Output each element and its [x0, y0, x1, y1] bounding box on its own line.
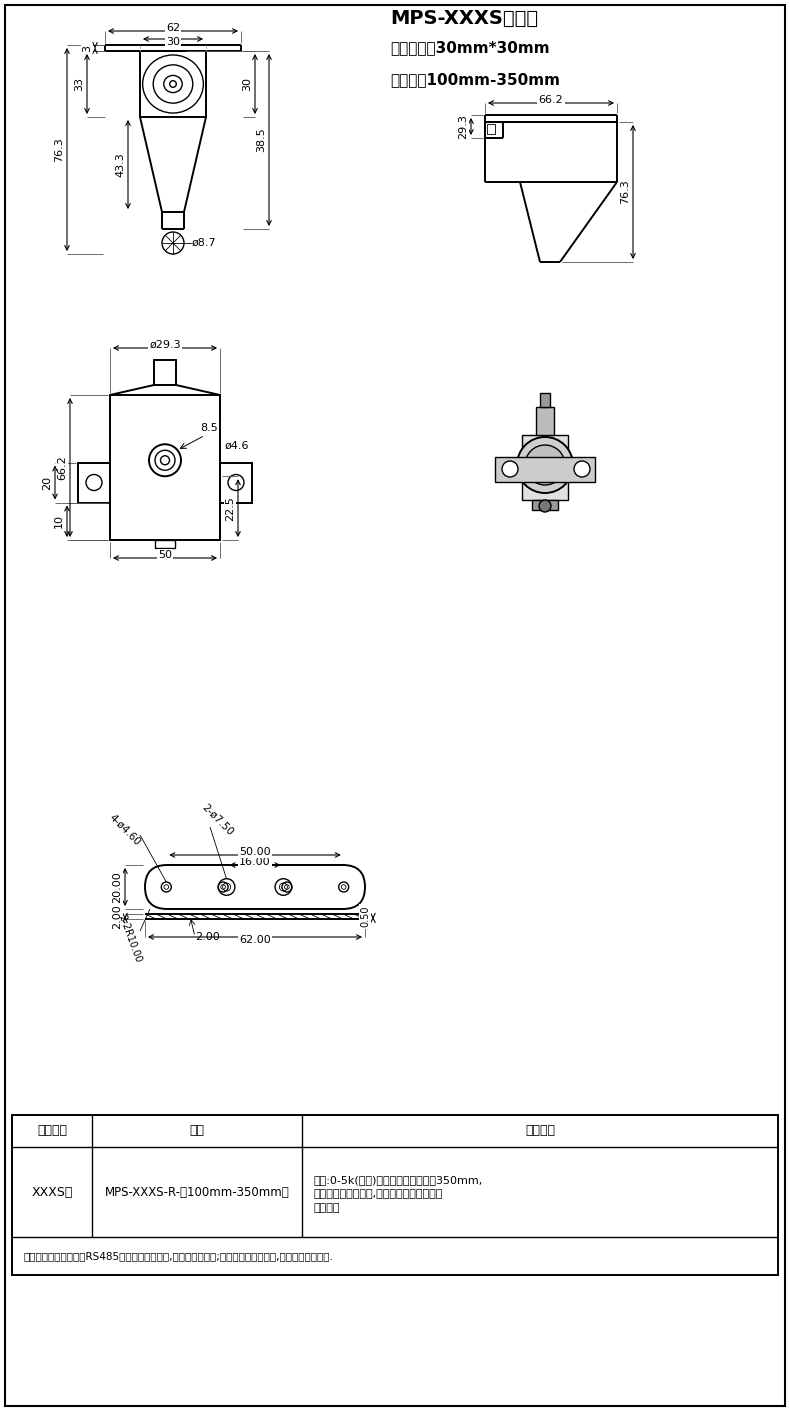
Bar: [220, 463, 252, 502]
Text: 输出方式: 输出方式: [525, 1125, 555, 1137]
Text: MPS-XXXS拉绳尺: MPS-XXXS拉绳尺: [390, 8, 538, 27]
Text: 产品系列: 产品系列: [37, 1125, 67, 1137]
Bar: [532, 499, 558, 509]
Text: 10: 10: [54, 514, 64, 528]
Text: 3: 3: [82, 45, 92, 51]
Bar: [495, 457, 595, 483]
Text: 4-ø4.60: 4-ø4.60: [107, 813, 143, 848]
Bar: [522, 435, 568, 499]
Text: 2-ø7.50: 2-ø7.50: [200, 803, 235, 838]
Text: 16.00: 16.00: [239, 856, 271, 866]
Text: 2.00: 2.00: [112, 904, 122, 928]
Text: 30: 30: [166, 37, 180, 47]
Text: 62.00: 62.00: [239, 935, 271, 945]
Text: 66.2: 66.2: [57, 456, 67, 480]
Circle shape: [502, 461, 518, 477]
Circle shape: [539, 459, 551, 471]
Text: 模块实现: 模块实现: [314, 1204, 340, 1213]
Text: ø4.6: ø4.6: [225, 440, 250, 450]
Text: 50: 50: [158, 550, 172, 560]
Text: 2.00: 2.00: [195, 933, 220, 943]
Bar: [155, 540, 175, 547]
Text: 38.5: 38.5: [256, 127, 266, 152]
Text: 量程范围100mm-350mm: 量程范围100mm-350mm: [390, 72, 560, 87]
Text: XXXS型: XXXS型: [32, 1185, 73, 1198]
Text: 20: 20: [42, 476, 52, 490]
Bar: [110, 395, 220, 540]
Circle shape: [525, 444, 565, 485]
Bar: [78, 463, 110, 502]
Text: 20.00: 20.00: [112, 871, 122, 903]
Text: 66.2: 66.2: [539, 95, 563, 104]
Text: 29.3: 29.3: [458, 114, 468, 138]
Text: 50.00: 50.00: [239, 847, 271, 856]
Text: 33: 33: [74, 78, 84, 90]
Text: ø8.7: ø8.7: [192, 238, 216, 248]
Bar: [140, 51, 206, 117]
Text: 30: 30: [242, 78, 252, 90]
Bar: [487, 124, 495, 134]
Bar: [536, 406, 554, 435]
Circle shape: [539, 499, 551, 512]
Bar: [154, 360, 176, 385]
Text: 型号: 型号: [190, 1125, 205, 1137]
Text: 43.3: 43.3: [115, 152, 125, 176]
Text: 62: 62: [166, 23, 180, 32]
Text: 76.3: 76.3: [54, 137, 64, 162]
Text: ø29.3: ø29.3: [149, 340, 181, 350]
Text: 2-2R10.00: 2-2R10.00: [117, 913, 143, 964]
Circle shape: [574, 461, 590, 477]
Text: 如需要模拟信号输出,可以另外加配电子外置: 如需要模拟信号输出,可以另外加配电子外置: [314, 1189, 443, 1199]
Text: 22.5: 22.5: [225, 495, 235, 521]
Circle shape: [517, 437, 573, 492]
Text: MPS-XXXS-R-（100mm-350mm）: MPS-XXXS-R-（100mm-350mm）: [104, 1185, 289, 1198]
Bar: [540, 394, 550, 406]
Text: 主体尺寸：30mm*30mm: 主体尺寸：30mm*30mm: [390, 41, 550, 55]
Text: 8.5: 8.5: [200, 423, 218, 433]
Text: 76.3: 76.3: [620, 179, 630, 205]
Text: 电阻:0-5k(默认)该型号最长非标做到350mm,: 电阻:0-5k(默认)该型号最长非标做到350mm,: [314, 1175, 483, 1185]
Text: 如需要电压、电流或者RS485数字信号输出方式,可以另加变送器;如需要脉冲信号输出,需要选配小编码器.: 如需要电压、电流或者RS485数字信号输出方式,可以另加变送器;如需要脉冲信号输…: [24, 1252, 334, 1261]
Text: 0.50: 0.50: [360, 906, 370, 927]
Bar: [12, 1115, 778, 1276]
